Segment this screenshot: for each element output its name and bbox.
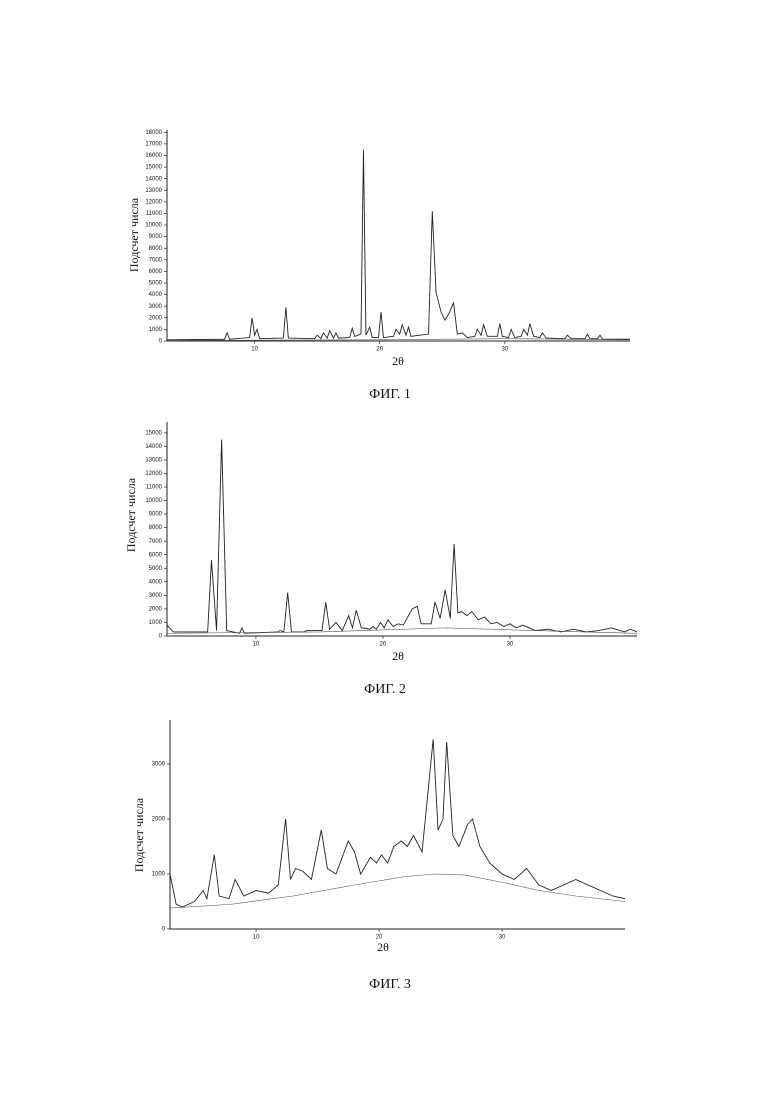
y-tick-label: 1000	[149, 620, 163, 626]
x-tick-label: 30	[499, 935, 506, 941]
x-tick-label: 10	[253, 642, 260, 648]
y-tick-label: 3000	[152, 762, 166, 768]
y-tick-label: 2000	[149, 606, 163, 612]
y-tick-label: 18000	[145, 130, 162, 136]
y-tick-label: 0	[162, 927, 166, 933]
y-tick-label: 0	[159, 339, 163, 345]
y-tick-label: 8000	[149, 246, 163, 252]
y-tick-label: 9000	[149, 234, 163, 240]
y-tick-label: 10000	[145, 498, 162, 504]
x-tick-label: 30	[502, 347, 509, 353]
figure-caption: ФИГ. 2	[364, 682, 406, 697]
y-tick-label: 7000	[149, 539, 163, 545]
y-tick-label: 16000	[145, 153, 162, 159]
document-page: 0100020003000400050006000700080009000100…	[0, 0, 780, 1103]
x-axis-label: 2θ	[392, 649, 404, 663]
y-tick-label: 14000	[145, 176, 162, 182]
y-tick-label: 13000	[145, 188, 162, 194]
y-tick-label: 11000	[146, 211, 163, 217]
x-axis-label: 2θ	[392, 354, 404, 368]
y-tick-label: 10000	[145, 223, 162, 229]
x-tick-label: 20	[380, 642, 387, 648]
y-tick-label: 5000	[149, 566, 163, 572]
y-tick-label: 4000	[149, 292, 163, 298]
figure-caption: ФИГ. 1	[369, 387, 411, 402]
y-axis-label: Подсчет числа	[124, 477, 138, 552]
y-tick-label: 12000	[145, 471, 162, 477]
y-tick-label: 0	[159, 634, 163, 640]
figure-caption: ФИГ. 3	[369, 977, 411, 992]
x-axis-label: 2θ	[377, 940, 389, 954]
y-tick-label: 3000	[149, 593, 163, 599]
diffraction-trace	[167, 440, 637, 634]
y-tick-label: 6000	[149, 269, 163, 275]
x-tick-label: 10	[253, 935, 260, 941]
y-tick-label: 1000	[149, 327, 163, 333]
y-tick-label: 17000	[145, 141, 162, 147]
diffraction-trace	[170, 739, 625, 907]
x-tick-label: 20	[376, 347, 383, 353]
y-tick-label: 15000	[145, 165, 162, 171]
y-tick-label: 2000	[152, 817, 166, 823]
y-tick-label: 1000	[152, 872, 166, 878]
y-axis-label: Подсчет числа	[127, 197, 141, 272]
y-tick-label: 2000	[149, 315, 163, 321]
x-tick-label: 30	[507, 642, 514, 648]
y-tick-label: 12000	[145, 199, 162, 205]
y-tick-label: 15000	[145, 430, 162, 436]
page: {"chart_data": [ {"type": "line", "title…	[0, 0, 780, 1103]
y-tick-label: 8000	[149, 525, 163, 531]
diffraction-trace	[167, 150, 630, 340]
y-tick-label: 13000	[145, 458, 162, 464]
y-tick-label: 3000	[149, 304, 163, 310]
y-tick-label: 4000	[149, 579, 163, 585]
y-tick-label: 14000	[145, 444, 162, 450]
y-axis-label: Подсчет числа	[132, 797, 146, 872]
y-tick-label: 7000	[149, 257, 163, 263]
y-tick-label: 6000	[149, 552, 163, 558]
background-curve	[170, 874, 625, 908]
y-tick-label: 9000	[149, 512, 163, 518]
x-tick-label: 10	[251, 347, 258, 353]
y-tick-label: 11000	[146, 485, 163, 491]
y-tick-label: 5000	[149, 281, 163, 287]
